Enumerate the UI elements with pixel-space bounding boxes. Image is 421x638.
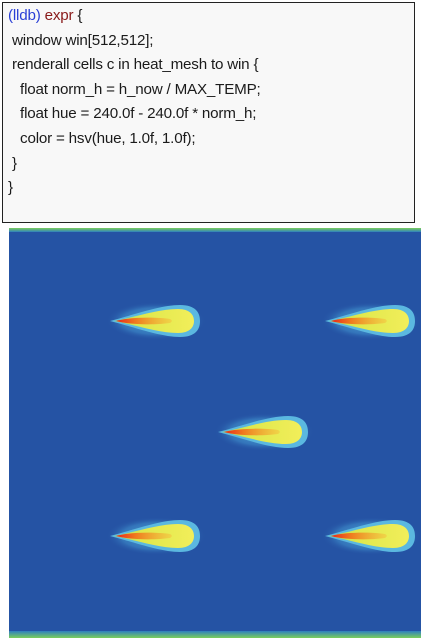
code-line-7: } xyxy=(8,154,17,172)
code-panel: (lldb) expr { window win[512,512]; rende… xyxy=(2,2,415,223)
heat-visualization-canvas xyxy=(9,228,421,638)
plume-core xyxy=(331,317,387,325)
code-line-2: window win[512,512]; xyxy=(8,31,154,49)
heat-plume xyxy=(321,517,421,555)
heat-plumes xyxy=(106,302,421,555)
heat-plume xyxy=(321,302,421,340)
expr-keyword: expr xyxy=(44,7,74,24)
code-line-5: float hue = 240.0f - 240.0f * norm_h; xyxy=(8,105,257,123)
plume-core xyxy=(224,428,280,436)
bottom-heat-boundary xyxy=(9,631,421,638)
top-heat-boundary xyxy=(9,228,421,232)
heat-plume xyxy=(106,302,206,340)
code-line-8: } xyxy=(8,179,13,197)
heat-plume xyxy=(106,517,206,555)
heat-plume xyxy=(214,413,314,451)
code-line-4: float norm_h = h_now / MAX_TEMP; xyxy=(8,80,261,98)
code-line-6: color = hsv(hue, 1.0f, 1.0f); xyxy=(8,129,196,147)
code-line-3: renderall cells c in heat_mesh to win { xyxy=(8,56,259,74)
debugger-prompt: (lldb) xyxy=(8,7,41,24)
code-line-1-rest: { xyxy=(73,7,83,24)
plume-core xyxy=(116,532,172,540)
plume-core xyxy=(116,317,172,325)
heat-visualization xyxy=(9,228,421,638)
code-line-1: (lldb) expr { xyxy=(8,4,414,29)
plume-core xyxy=(331,532,387,540)
